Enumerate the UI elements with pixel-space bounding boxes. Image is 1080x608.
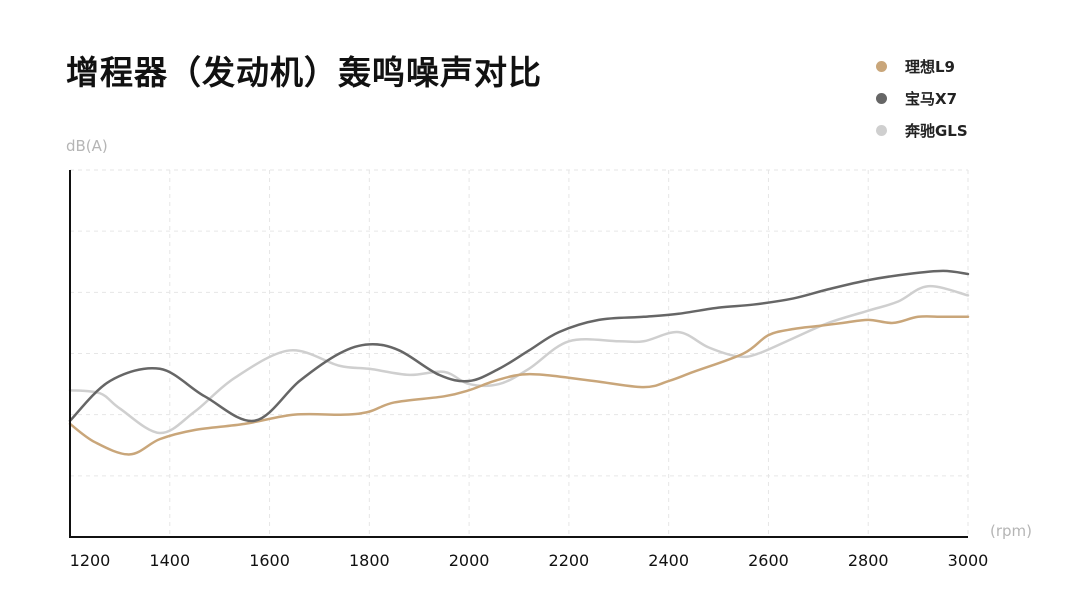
series-line-1 — [68, 269, 970, 423]
x-tick-label: 1400 — [149, 551, 190, 570]
x-tick-label: 2800 — [848, 551, 889, 570]
x-tick-label: 2200 — [549, 551, 590, 570]
series-line-2 — [68, 284, 970, 435]
series-line-0 — [68, 315, 970, 456]
x-tick-label: 1800 — [349, 551, 390, 570]
series-lines — [68, 269, 970, 456]
legend-dot-2 — [876, 124, 887, 136]
grid — [70, 169, 969, 537]
legend-item-series-2: 奔驰GLS — [876, 114, 968, 146]
legend: 理想L9 宝马X7 奔驰GLS — [876, 50, 968, 146]
legend-label-1: 宝马X7 — [905, 89, 958, 108]
x-tick-labels: 1200 1400 1600 1800 2000 2200 2400 2600 2800 3000 — [70, 551, 989, 570]
legend-item-series-0: 理想L9 — [876, 50, 968, 82]
x-tick-label: 2400 — [648, 551, 689, 570]
x-tick-label: 2600 — [748, 551, 789, 570]
x-tick-label: 1600 — [249, 551, 290, 570]
legend-item-series-1: 宝马X7 — [876, 82, 968, 114]
axes — [69, 170, 968, 538]
legend-dot-0 — [876, 60, 887, 72]
legend-dot-1 — [876, 92, 887, 104]
x-tick-label: 2000 — [449, 551, 490, 570]
x-tick-label: 1200 — [70, 551, 111, 570]
legend-label-0: 理想L9 — [905, 57, 955, 76]
y-axis-label: dB(A) — [66, 137, 108, 155]
x-tick-label: 3000 — [948, 551, 989, 570]
legend-label-2: 奔驰GLS — [905, 121, 968, 140]
chart-title: 增程器（发动机）轰鸣噪声对比 — [66, 53, 542, 92]
x-axis-label: (rpm) — [990, 522, 1032, 540]
